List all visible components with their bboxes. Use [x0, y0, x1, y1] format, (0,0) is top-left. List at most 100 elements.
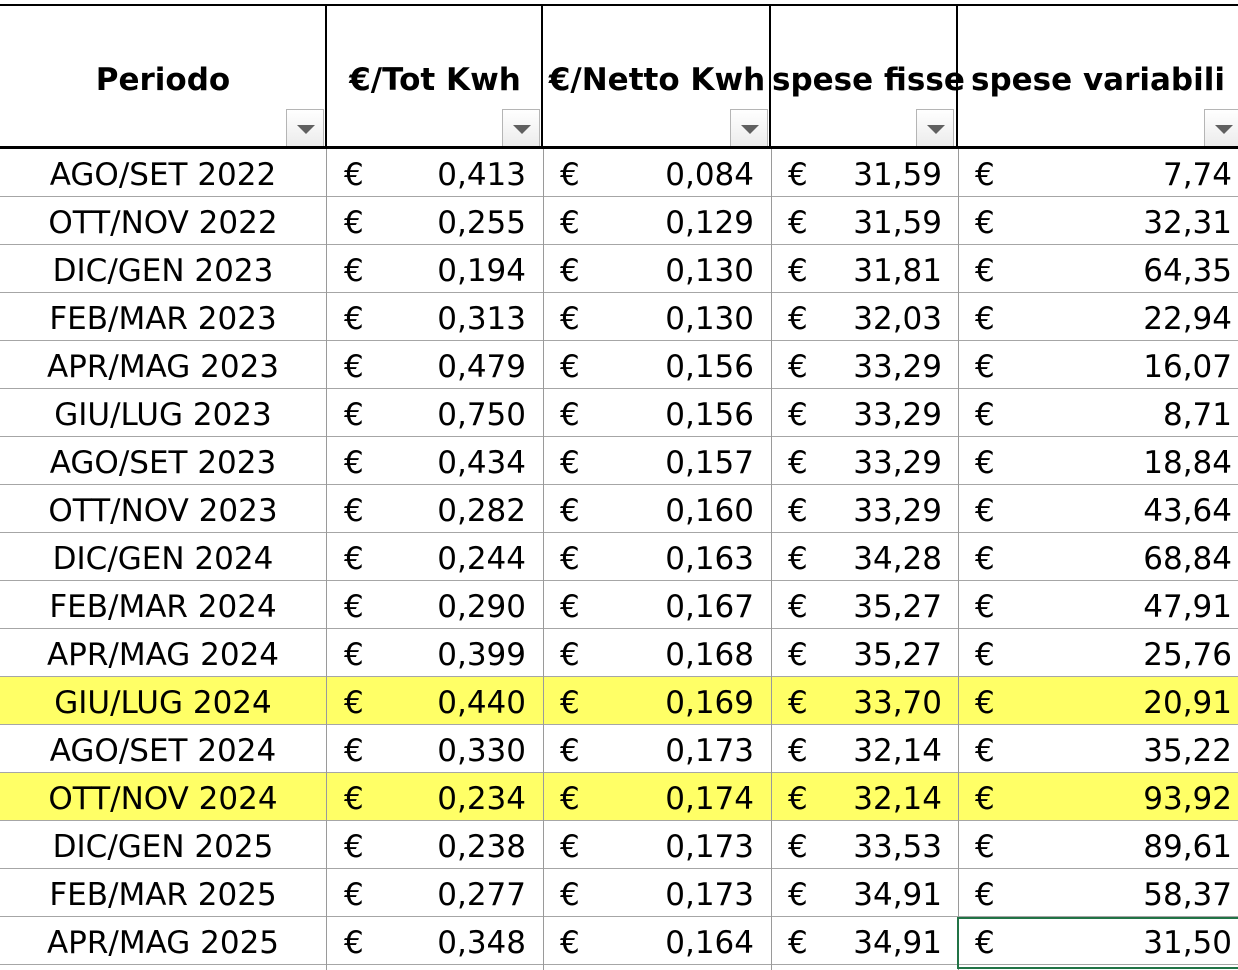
- filter-dropdown-spese-fisse[interactable]: [916, 109, 954, 147]
- cell-euro-sign[interactable]: €: [344, 157, 364, 193]
- cell-euro-sign[interactable]: €: [560, 685, 580, 721]
- cell-netto-kwh[interactable]: 0,168: [665, 637, 754, 673]
- cell-spese-variabili[interactable]: 93,92: [1143, 781, 1232, 817]
- cell-euro-sign[interactable]: €: [788, 589, 808, 625]
- cell-spese-variabili[interactable]: 7,74: [1162, 157, 1232, 193]
- cell-netto-kwh[interactable]: 0,156: [665, 349, 754, 385]
- cell-euro-sign[interactable]: €: [788, 877, 808, 913]
- cell-euro-sign[interactable]: €: [344, 877, 364, 913]
- cell-euro-sign[interactable]: €: [788, 205, 808, 241]
- cell-tot-kwh[interactable]: 0,399: [437, 637, 526, 673]
- table-row[interactable]: FEB/MAR 2024 €0,290 €0,167 €35,27 €47,91: [0, 581, 1238, 629]
- header-netto-kwh[interactable]: €/Netto Kwh: [544, 6, 770, 147]
- cell-spese-variabili[interactable]: 47,91: [1143, 589, 1232, 625]
- cell-spese-fisse[interactable]: 33,70: [853, 685, 942, 721]
- cell-periodo[interactable]: AGO/SET 2022: [49, 157, 277, 193]
- cell-spese-variabili[interactable]: 58,37: [1143, 877, 1232, 913]
- cell-periodo[interactable]: GIU/LUG 2024: [54, 685, 272, 721]
- cell-euro-sign[interactable]: €: [788, 829, 808, 865]
- table-row[interactable]: AGO/SET 2023 €0,434 €0,157 €33,29 €18,84: [0, 437, 1238, 485]
- cell-netto-kwh[interactable]: 0,084: [665, 157, 754, 193]
- cell-spese-fisse[interactable]: 31,81: [853, 253, 942, 289]
- cell-euro-sign[interactable]: €: [344, 781, 364, 817]
- cell-euro-sign[interactable]: €: [560, 589, 580, 625]
- table-row[interactable]: DIC/GEN 2023 €0,194 €0,130 €31,81 €64,35: [0, 245, 1238, 293]
- cell-spese-variabili[interactable]: 22,94: [1143, 301, 1232, 337]
- cell-euro-sign[interactable]: €: [975, 301, 995, 337]
- header-spese-fisse[interactable]: spese fisse: [772, 6, 965, 147]
- header-periodo[interactable]: Periodo: [0, 6, 326, 147]
- cell-spese-fisse[interactable]: 33,29: [853, 445, 942, 481]
- cell-tot-kwh[interactable]: 0,440: [437, 685, 526, 721]
- cell-euro-sign[interactable]: €: [975, 925, 995, 961]
- cell-euro-sign[interactable]: €: [788, 685, 808, 721]
- cell-euro-sign[interactable]: €: [560, 637, 580, 673]
- cell-tot-kwh[interactable]: 0,313: [437, 301, 526, 337]
- cell-euro-sign[interactable]: €: [344, 397, 364, 433]
- table-row[interactable]: APR/MAG 2023 €0,479 €0,156 €33,29 €16,07: [0, 341, 1238, 389]
- cell-spese-variabili[interactable]: 68,84: [1143, 541, 1232, 577]
- cell-spese-variabili[interactable]: 89,61: [1143, 829, 1232, 865]
- cell-spese-fisse[interactable]: 33,29: [853, 493, 942, 529]
- cell-euro-sign[interactable]: €: [788, 781, 808, 817]
- table-row[interactable]: OTT/NOV 2023 €0,282 €0,160 €33,29 €43,64: [0, 485, 1238, 533]
- cell-euro-sign[interactable]: €: [560, 733, 580, 769]
- cell-netto-kwh[interactable]: 0,173: [665, 877, 754, 913]
- cell-netto-kwh[interactable]: 0,169: [665, 685, 754, 721]
- cell-euro-sign[interactable]: €: [788, 157, 808, 193]
- table-row[interactable]: AGO/SET 2024 €0,330 €0,173 €32,14 €35,22: [0, 725, 1238, 773]
- cell-spese-variabili[interactable]: 35,22: [1143, 733, 1232, 769]
- cell-tot-kwh[interactable]: 0,479: [437, 349, 526, 385]
- table-row[interactable]: GIU/LUG 2023 €0,750 €0,156 €33,29 €8,71: [0, 389, 1238, 437]
- cell-euro-sign[interactable]: €: [560, 253, 580, 289]
- cell-euro-sign[interactable]: €: [560, 541, 580, 577]
- cell-periodo[interactable]: OTT/NOV 2024: [48, 781, 278, 817]
- cell-tot-kwh[interactable]: 0,413: [437, 157, 526, 193]
- cell-euro-sign[interactable]: €: [344, 445, 364, 481]
- cell-spese-fisse[interactable]: 31,59: [853, 157, 942, 193]
- cell-euro-sign[interactable]: €: [788, 301, 808, 337]
- cell-spese-fisse[interactable]: 32,14: [853, 733, 942, 769]
- cell-euro-sign[interactable]: €: [975, 685, 995, 721]
- cell-tot-kwh[interactable]: 0,330: [437, 733, 526, 769]
- cell-spese-variabili[interactable]: 43,64: [1143, 493, 1232, 529]
- cell-euro-sign[interactable]: €: [344, 301, 364, 337]
- cell-tot-kwh[interactable]: 0,750: [437, 397, 526, 433]
- cell-euro-sign[interactable]: €: [975, 253, 995, 289]
- cell-euro-sign[interactable]: €: [975, 781, 995, 817]
- cell-periodo[interactable]: DIC/GEN 2025: [52, 829, 274, 865]
- filter-dropdown-spese-variabili[interactable]: [1204, 109, 1238, 147]
- cell-spese-fisse[interactable]: 31,59: [853, 205, 942, 241]
- cell-euro-sign[interactable]: €: [975, 877, 995, 913]
- cell-euro-sign[interactable]: €: [788, 733, 808, 769]
- cell-euro-sign[interactable]: €: [560, 349, 580, 385]
- cell-tot-kwh[interactable]: 0,434: [437, 445, 526, 481]
- cell-periodo[interactable]: FEB/MAR 2023: [49, 301, 277, 337]
- cell-euro-sign[interactable]: €: [788, 541, 808, 577]
- cell-netto-kwh[interactable]: 0,174: [665, 781, 754, 817]
- cell-tot-kwh[interactable]: 0,238: [437, 829, 526, 865]
- cell-euro-sign[interactable]: €: [975, 541, 995, 577]
- table-row[interactable]: AGO/SET 2022 €0,413 €0,084 €31,59 €7,74: [0, 149, 1238, 197]
- cell-spese-variabili[interactable]: 16,07: [1143, 349, 1232, 385]
- cell-euro-sign[interactable]: €: [975, 205, 995, 241]
- cell-netto-kwh[interactable]: 0,130: [665, 301, 754, 337]
- cell-euro-sign[interactable]: €: [975, 829, 995, 865]
- cell-netto-kwh[interactable]: 0,167: [665, 589, 754, 625]
- cell-spese-fisse[interactable]: 32,03: [853, 301, 942, 337]
- cell-spese-variabili[interactable]: 31,50: [1143, 925, 1232, 961]
- cell-spese-fisse[interactable]: 34,91: [853, 877, 942, 913]
- cell-spese-fisse[interactable]: 34,91: [853, 925, 942, 961]
- cell-euro-sign[interactable]: €: [560, 877, 580, 913]
- cell-spese-variabili[interactable]: 64,35: [1143, 253, 1232, 289]
- cell-euro-sign[interactable]: €: [975, 589, 995, 625]
- cell-tot-kwh[interactable]: 0,194: [437, 253, 526, 289]
- cell-tot-kwh[interactable]: 0,255: [437, 205, 526, 241]
- cell-spese-fisse[interactable]: 32,14: [853, 781, 942, 817]
- table-row[interactable]: FEB/MAR 2023 €0,313 €0,130 €32,03 €22,94: [0, 293, 1238, 341]
- cell-spese-fisse[interactable]: 35,27: [853, 637, 942, 673]
- cell-euro-sign[interactable]: €: [344, 349, 364, 385]
- filter-dropdown-netto-kwh[interactable]: [730, 109, 768, 147]
- filter-dropdown-tot-kwh[interactable]: [502, 109, 540, 147]
- cell-euro-sign[interactable]: €: [560, 397, 580, 433]
